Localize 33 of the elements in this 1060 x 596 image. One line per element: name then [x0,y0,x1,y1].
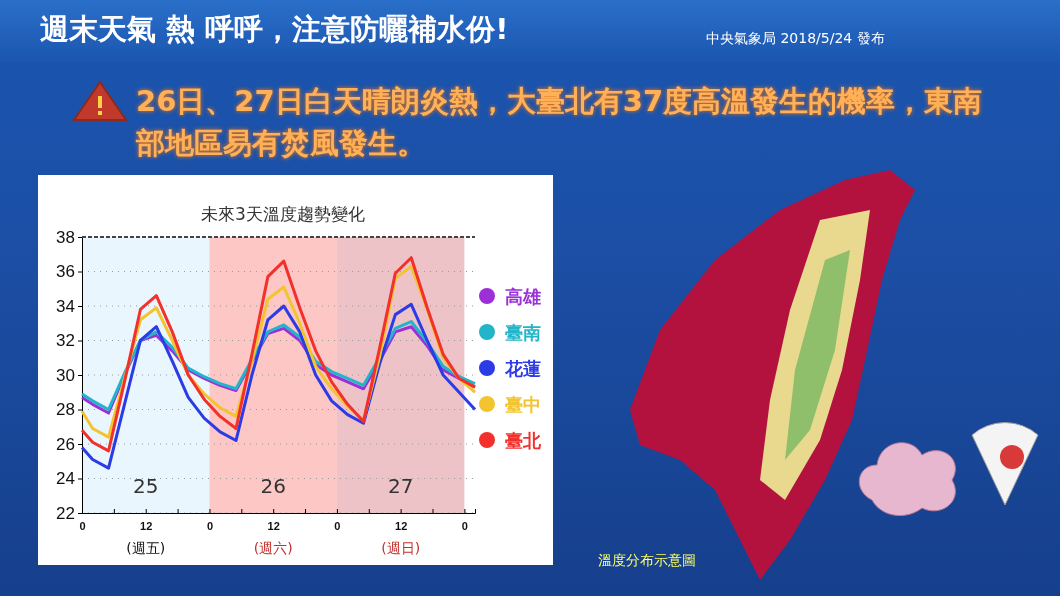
y-tick-label: 28 [56,400,75,420]
legend-label: 臺中 [505,394,541,415]
y-tick-label: 24 [56,469,75,489]
y-tick-label: 22 [56,503,75,523]
y-tick-label: 26 [56,434,75,454]
band-label: 25 [133,474,159,498]
legend-label: 花蓮 [504,358,541,379]
legend-label: 高雄 [505,286,541,307]
y-tick-label: 34 [56,296,75,316]
line-series [80,302,477,470]
legend-label: 臺南 [505,322,541,343]
x-tick-label: 0 [334,520,341,533]
x-tick-label: 0 [79,520,86,533]
band-label: 27 [387,474,414,498]
x-tick-label: 0 [206,520,214,533]
text: (週五) [126,540,166,556]
y-tick-label: 36 [56,262,75,282]
y-tick-label: 30 [56,365,75,385]
x-tick-label: 12 [267,520,280,533]
chart-subtitle: 未來3天溫度趨勢變化 [201,204,365,224]
y-tick-label: 38 [56,227,75,247]
text: 溫度分布示意圖 [598,552,696,570]
text: (週六) [253,540,293,556]
chart-title: 週末天氣 熱 呼呼，注意防曬補水份! [40,11,509,48]
text: (週日) [381,540,421,556]
y-tick-label: 32 [56,331,75,351]
band-label: 26 [260,474,286,498]
x-tick-label: 12 [395,520,408,533]
text: 中央氣象局 2018/5/24 發布 [706,30,885,48]
legend-label: 臺北 [505,430,542,451]
text: 26日、27日白天晴朗炎熱，大臺北有37度高溫發生的機率，東南部地區易有焚風發生。 [136,83,984,162]
x-tick-label: 12 [140,520,153,533]
x-tick-label: 0 [461,520,468,533]
